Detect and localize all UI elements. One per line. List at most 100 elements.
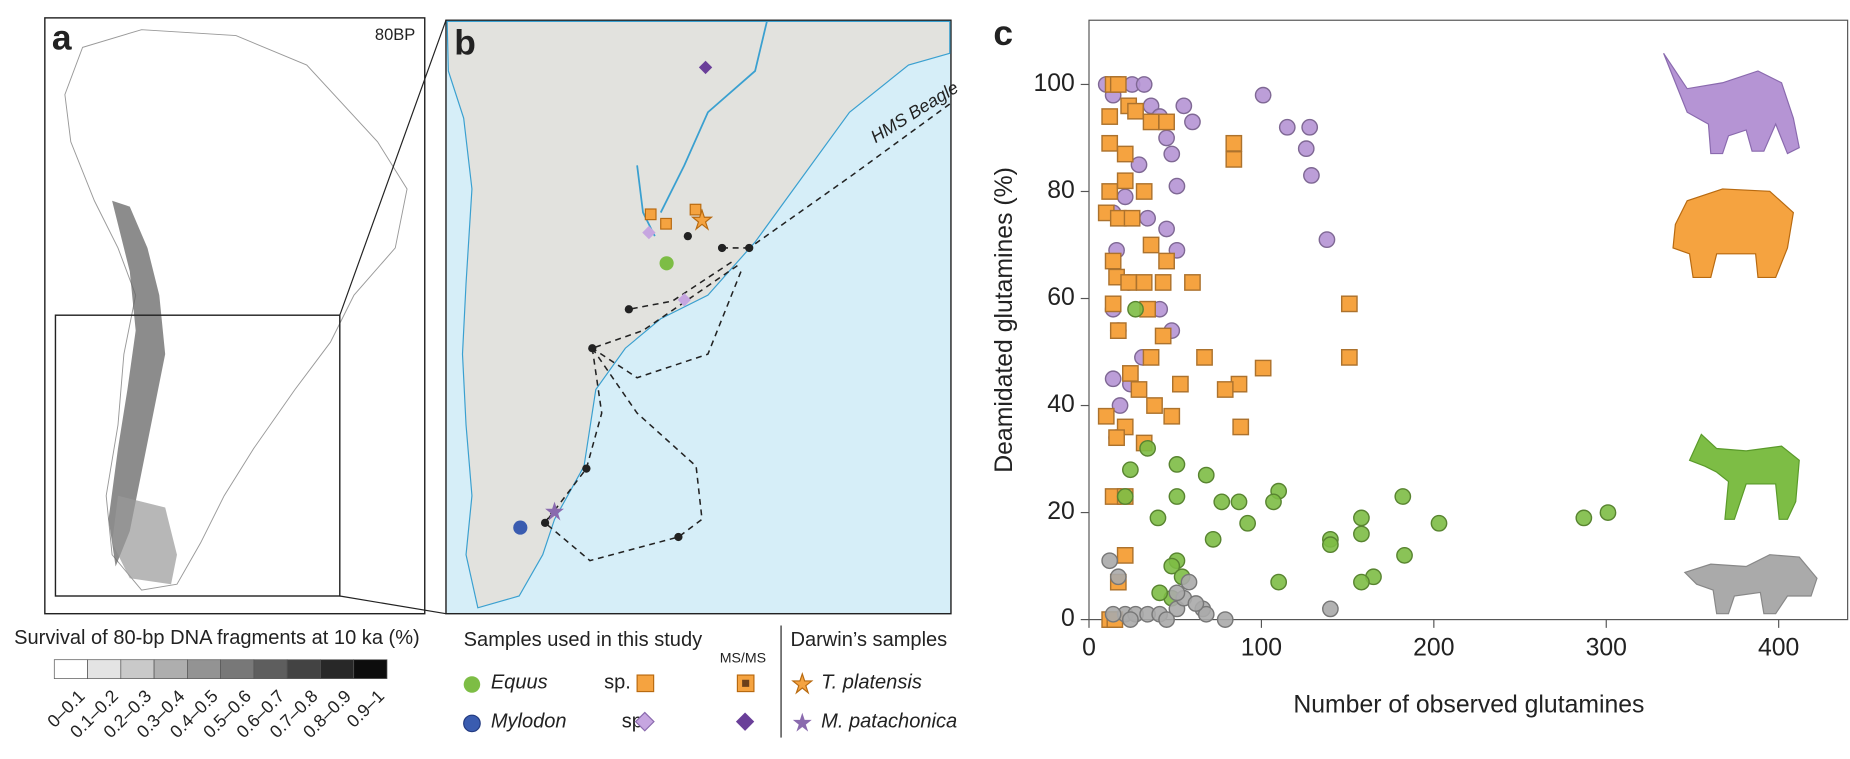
point <box>1108 429 1125 447</box>
point <box>1116 488 1134 505</box>
stop <box>745 243 754 253</box>
scale-swatch <box>187 659 221 679</box>
point <box>1158 611 1175 628</box>
point <box>1353 525 1370 543</box>
land <box>446 20 951 609</box>
point <box>1168 584 1186 602</box>
point <box>1158 113 1175 131</box>
point <box>1168 488 1186 505</box>
point <box>1239 514 1257 532</box>
site <box>545 501 564 521</box>
site <box>659 256 674 271</box>
legend-label: M. patachonica <box>821 711 957 733</box>
point <box>1278 118 1296 136</box>
inset-box <box>54 314 341 597</box>
point <box>1340 295 1358 313</box>
stop <box>540 518 550 527</box>
point <box>1158 220 1175 238</box>
point <box>1104 252 1122 270</box>
point <box>1158 252 1175 270</box>
x-tick-label: 400 <box>1758 635 1799 662</box>
point <box>1216 611 1234 628</box>
stop <box>588 344 597 353</box>
legend-title: Darwin’s samples <box>790 629 947 651</box>
survival-band <box>112 495 177 585</box>
silhouette <box>1683 554 1818 615</box>
point <box>1104 605 1122 623</box>
point <box>1204 530 1222 548</box>
y-tick-label: 60 <box>1047 284 1075 311</box>
legend-label: Equus <box>491 672 548 694</box>
point <box>1130 381 1148 398</box>
point <box>1122 461 1139 479</box>
legend-marker <box>463 714 481 733</box>
point <box>1301 118 1319 136</box>
point <box>1396 547 1413 564</box>
x-tick-label: 0 <box>1082 635 1096 662</box>
point <box>1175 97 1193 115</box>
site <box>690 208 714 231</box>
point <box>1184 113 1201 131</box>
y-tick-label: 0 <box>1061 605 1075 632</box>
scale-label: 0.9–1 <box>343 686 388 731</box>
legend-marker <box>742 679 750 687</box>
scatter-plot: 0 100 200 300 400 0 20 40 60 80 100 <box>1034 70 1800 662</box>
point <box>1116 172 1134 190</box>
point <box>1225 134 1243 152</box>
site <box>689 203 702 216</box>
zoom-line <box>339 20 447 316</box>
point <box>1146 397 1163 414</box>
point <box>1135 274 1153 291</box>
point <box>1116 188 1134 206</box>
point <box>1575 509 1593 527</box>
point <box>1151 584 1169 602</box>
point <box>1158 129 1175 147</box>
legend-marker <box>463 676 481 693</box>
x-tick-label: 300 <box>1586 635 1627 662</box>
point <box>1116 547 1134 564</box>
legend-marker <box>791 672 814 695</box>
point <box>1142 349 1160 366</box>
scale-swatch <box>53 659 88 679</box>
point <box>1123 209 1141 227</box>
point <box>1149 509 1167 527</box>
point <box>1139 209 1156 227</box>
silhouette <box>1663 52 1800 155</box>
y-tick-label: 80 <box>1047 177 1075 204</box>
zoom-line <box>339 595 447 615</box>
point <box>1127 300 1144 318</box>
stop <box>582 464 591 473</box>
point <box>1109 568 1127 586</box>
point <box>1184 274 1201 291</box>
point <box>1213 493 1231 511</box>
point <box>1101 183 1119 200</box>
y-tick-label: 20 <box>1047 498 1075 525</box>
point <box>1599 504 1617 521</box>
scale-swatch <box>253 659 288 679</box>
y-tick-label: 100 <box>1034 70 1075 97</box>
plot-frame <box>1088 19 1849 621</box>
point <box>1163 407 1181 425</box>
map-tag: 80BP <box>375 26 415 44</box>
legend-marker <box>792 712 812 732</box>
x-tick-label: 200 <box>1413 635 1454 662</box>
point <box>1127 102 1144 120</box>
y-axis-label: Deamidated glutamines (%) <box>991 167 1018 473</box>
point <box>1139 439 1156 457</box>
panel-label: c <box>993 14 1013 53</box>
point <box>1197 466 1215 484</box>
route-stops <box>540 232 754 542</box>
point <box>1163 557 1181 575</box>
point <box>1340 349 1358 366</box>
scale-swatch <box>120 659 155 679</box>
scale-swatch <box>153 659 188 679</box>
scale-swatch <box>353 659 388 679</box>
point <box>1142 236 1160 254</box>
point <box>1318 231 1336 249</box>
point <box>1254 86 1272 104</box>
silhouette <box>1688 433 1800 520</box>
panel-label: b <box>454 23 476 62</box>
silhouettes <box>1663 52 1818 615</box>
